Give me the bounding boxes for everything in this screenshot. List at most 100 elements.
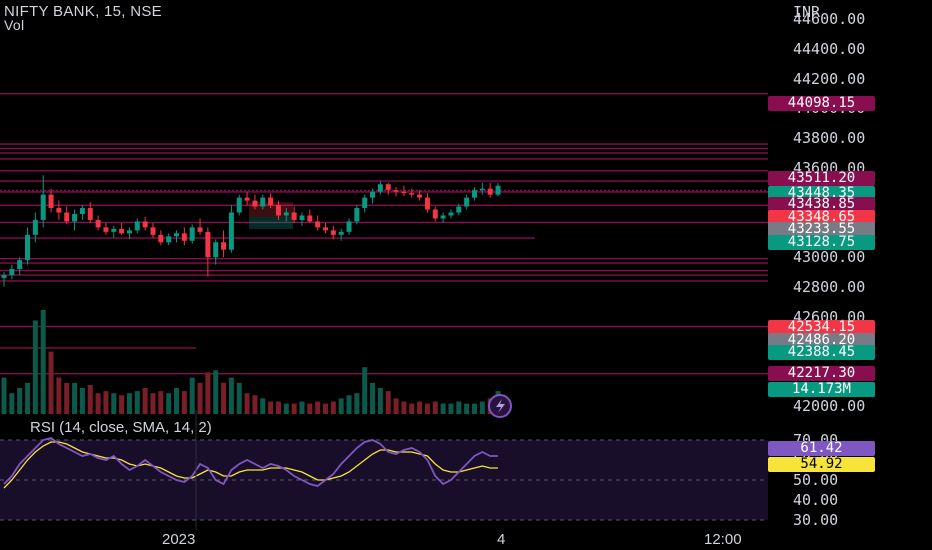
price-level-badge: 14.173M	[768, 382, 875, 397]
volume-bar	[32, 320, 38, 414]
candle-body	[126, 230, 132, 234]
rsi-axis-tick: 50.00	[793, 471, 839, 489]
time-axis-label: 12:00	[704, 531, 742, 548]
candle-body	[236, 197, 242, 213]
volume-bar	[275, 401, 281, 414]
price-level-badge: 42486.20	[768, 333, 875, 348]
price-axis-tick: 42000.00	[793, 397, 866, 415]
volume-bar	[56, 377, 62, 414]
candle-body	[48, 194, 54, 209]
volume-bar	[307, 403, 313, 414]
volume-bar	[181, 391, 187, 414]
volume-bar	[134, 391, 140, 414]
candle-body	[322, 227, 328, 231]
rsi-ma-badge: 54.92	[768, 457, 875, 472]
lightning-icon	[496, 399, 505, 413]
rsi-axis-tick: 30.00	[793, 511, 839, 529]
candle-body	[32, 219, 38, 235]
volume-bar	[315, 401, 321, 414]
candle-body	[330, 230, 336, 235]
symbol-title: NIFTY BANK, 15, NSE	[4, 3, 162, 20]
volume-bar	[79, 388, 85, 414]
volume-bar	[401, 401, 407, 414]
time-axis-label: 2023	[162, 531, 196, 548]
candle-body	[72, 213, 78, 222]
candle-body	[205, 231, 211, 258]
candle-body	[174, 233, 180, 237]
candle-body	[213, 242, 219, 258]
rsi-ma-line	[3, 441, 498, 489]
price-level-badge: 42217.30	[768, 366, 875, 381]
price-level-badge: 43128.75	[768, 235, 875, 250]
candle-body	[1, 275, 7, 278]
candle-body	[150, 227, 156, 235]
volume-bar	[432, 401, 438, 414]
volume-bar	[377, 388, 383, 414]
volume-bar	[64, 382, 70, 414]
price-level-badge: 43438.85	[768, 197, 875, 212]
candle-body	[456, 206, 462, 213]
volume-bar	[424, 403, 430, 414]
price-axis-tick: 44200.00	[793, 69, 866, 88]
volume-bar	[221, 382, 227, 414]
candle-body	[142, 221, 148, 228]
candle-body	[197, 227, 203, 232]
volume-bar	[440, 403, 446, 414]
range-box-green	[249, 216, 293, 229]
candle-body	[9, 269, 15, 276]
rsi-line	[3, 437, 498, 487]
volume-bar	[456, 401, 462, 414]
price-level-badge: 43348.65	[768, 210, 875, 225]
candle-body	[315, 221, 321, 228]
price-level-badge: 42534.15	[768, 320, 875, 335]
volume-bar	[95, 393, 101, 414]
time-axis-label: 4	[497, 531, 506, 548]
volume-bar	[385, 391, 391, 414]
volume-bar	[150, 393, 156, 414]
candle-body	[362, 197, 368, 209]
rsi-title[interactable]: RSI (14, close, SMA, 14, 2)	[30, 419, 212, 436]
price-level-badge: 44098.15	[768, 96, 875, 111]
candle-body	[440, 215, 446, 219]
volume-bar	[205, 372, 211, 414]
volume-label: Vol	[4, 17, 25, 33]
candle-body	[119, 228, 125, 234]
rsi-value-badge: 61.42	[768, 441, 875, 456]
candle-body	[401, 191, 407, 194]
candle-body	[417, 194, 423, 198]
volume-bar	[142, 388, 148, 414]
volume-bar	[111, 393, 117, 414]
price-level-badge: 42388.45	[768, 345, 875, 360]
volume-bar	[244, 393, 250, 414]
candle-body	[228, 212, 234, 250]
candle-body	[268, 197, 274, 206]
volume-bar	[330, 401, 336, 414]
volume-bar	[322, 403, 328, 414]
candle-body	[87, 208, 93, 220]
candle-body	[189, 227, 195, 241]
candle-body	[252, 200, 258, 207]
volume-bar	[464, 403, 470, 414]
volume-bar	[1, 377, 7, 414]
candle-body	[409, 193, 415, 195]
volume-bar	[417, 401, 423, 414]
candle-body	[17, 260, 23, 270]
candle-body	[354, 208, 360, 222]
candle-body	[103, 227, 109, 232]
volume-bar	[158, 391, 164, 414]
candle-body	[25, 234, 31, 261]
candle-body	[111, 228, 117, 232]
volume-bar	[362, 367, 368, 414]
price-level-badge: 43511.20	[768, 171, 875, 186]
volume-bar	[291, 403, 297, 414]
volume-bar	[126, 393, 132, 414]
candle-body	[424, 197, 430, 210]
volume-bar	[370, 382, 376, 414]
price-axis-tick: 43000.00	[793, 248, 866, 267]
volume-bar	[448, 403, 454, 414]
volume-bar	[166, 393, 172, 414]
candle-body	[432, 209, 438, 219]
candle-body	[299, 215, 305, 220]
